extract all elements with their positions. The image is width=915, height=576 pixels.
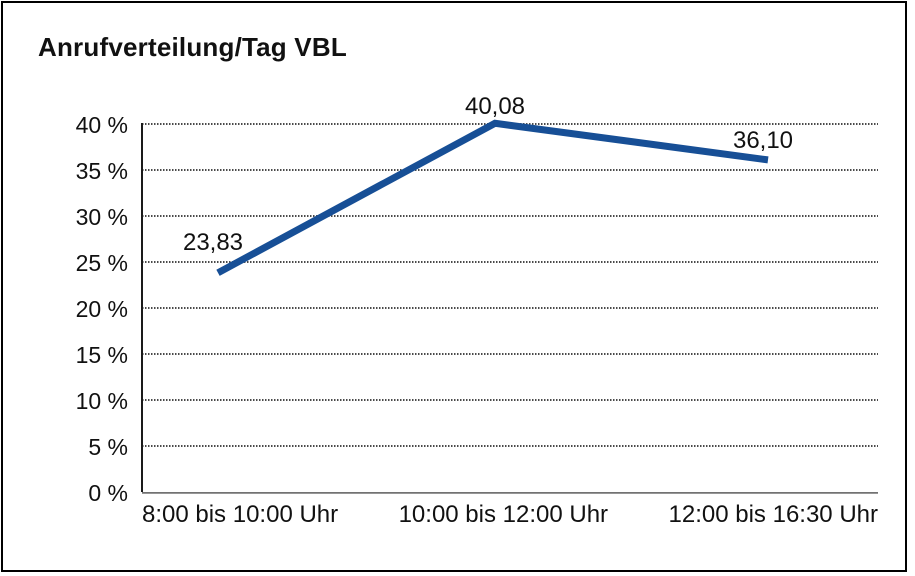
y-axis-tick-label: 30 % [75, 204, 128, 230]
horizontal-gridline [142, 445, 878, 447]
data-point-label: 36,10 [732, 126, 794, 154]
y-axis-tick-label: 20 % [75, 296, 128, 322]
horizontal-gridline [142, 215, 878, 217]
y-axis-line [141, 123, 143, 492]
x-axis-tick-label: 12:00 bis 16:30 Uhr [668, 501, 878, 528]
data-point-label: 23,83 [182, 228, 244, 256]
horizontal-gridline [142, 307, 878, 309]
chart-title: Anrufverteilung/Tag VBL [38, 32, 347, 62]
horizontal-gridline [142, 169, 878, 171]
data-point-label: 40,08 [464, 93, 526, 121]
x-axis-tick-label: 8:00 bis 10:00 Uhr [142, 501, 339, 528]
horizontal-gridline [142, 123, 878, 125]
x-axis-tick-label: 10:00 bis 12:00 Uhr [398, 501, 609, 528]
y-axis-tick-label: 5 % [88, 434, 128, 460]
y-axis-tick-label: 40 % [75, 112, 128, 138]
y-axis-tick-label: 15 % [75, 342, 128, 368]
horizontal-gridline [142, 261, 878, 263]
x-axis-baseline [142, 492, 878, 494]
y-axis-tick-label: 35 % [75, 158, 128, 184]
horizontal-gridline [142, 399, 878, 401]
x-axis-labels-row: 8:00 bis 10:00 Uhr 10:00 bis 12:00 Uhr 12:… [142, 501, 878, 529]
y-axis-tick-label: 25 % [75, 250, 128, 276]
y-axis-tick-label: 10 % [75, 388, 128, 414]
y-axis-tick-label: 0 % [88, 480, 128, 506]
line-series-path [216, 119, 769, 276]
horizontal-gridline [142, 353, 878, 355]
